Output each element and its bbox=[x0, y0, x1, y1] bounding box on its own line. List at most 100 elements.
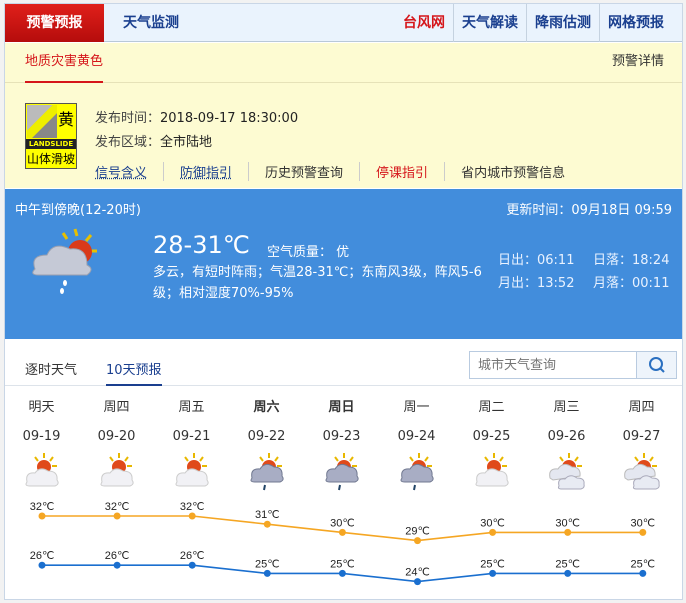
data-label: 29℃ bbox=[405, 526, 430, 538]
day-date: 09-22 bbox=[247, 429, 286, 444]
day-date: 09-20 bbox=[97, 429, 136, 444]
air-quality: 空气质量： 优 bbox=[267, 245, 350, 260]
data-label: 26℃ bbox=[30, 550, 55, 562]
city-search bbox=[469, 351, 677, 379]
data-point bbox=[414, 537, 421, 545]
cloud-rain-icon bbox=[400, 453, 434, 491]
cloud-sun-rain-icon bbox=[32, 228, 97, 294]
tab-weather-monitor[interactable]: 天气监测 bbox=[123, 15, 179, 31]
temperature-range: 28-31℃ bbox=[153, 231, 250, 259]
day-weekday: 周四 bbox=[628, 400, 655, 415]
tab-geo-warning[interactable]: 地质灾害黄色 bbox=[25, 43, 104, 83]
data-label: 32℃ bbox=[180, 501, 205, 513]
sun-clouds-icon bbox=[623, 453, 660, 490]
badge-cn: 山体滑坡 bbox=[26, 152, 75, 166]
forecast-tabs: 逐时天气 10天预报 bbox=[5, 351, 682, 386]
day-weekday: 周日 bbox=[328, 400, 355, 415]
day-weekday: 周六 bbox=[253, 400, 280, 415]
data-point bbox=[263, 569, 271, 577]
sun-cloud-icon bbox=[25, 453, 59, 487]
data-point bbox=[338, 528, 346, 536]
link-province-warnings[interactable]: 省内城市预警信息 bbox=[444, 162, 581, 181]
area-label: 发布区域： bbox=[95, 135, 161, 150]
data-label: 26℃ bbox=[105, 550, 130, 562]
link-weather-analysis[interactable]: 天气解读 bbox=[453, 4, 526, 42]
data-point bbox=[489, 528, 497, 536]
tab-hourly[interactable]: 逐时天气 bbox=[25, 363, 78, 378]
data-label: 32℃ bbox=[30, 501, 55, 513]
data-label: 31℃ bbox=[255, 509, 280, 521]
link-history[interactable]: 历史预警查询 bbox=[248, 162, 359, 181]
search-icon bbox=[649, 357, 665, 373]
link-signal-meaning[interactable]: 信号含义 bbox=[95, 166, 148, 181]
day-date: 09-27 bbox=[622, 429, 661, 444]
badge-level: 黄 bbox=[57, 110, 74, 129]
weather-description: 多云，有短时阵雨；气温28-31℃；东南风3级，阵风5-6级；相对湿度70%-9… bbox=[153, 265, 482, 301]
weather-panel: 预警预报 天气监测 台风网 天气解读 降雨估测 网格预报 地质灾害黄色 预警详情… bbox=[4, 3, 683, 600]
warning-panel: 地质灾害黄色 预警详情 黄 LANDSLIDE 山体滑坡 发布时间：2018-0… bbox=[5, 43, 682, 188]
badge-en: LANDSLIDE bbox=[26, 139, 76, 149]
publish-time: 2018-09-17 18:30:00 bbox=[160, 111, 299, 126]
data-point bbox=[188, 512, 196, 520]
publish-area: 全市陆地 bbox=[160, 135, 213, 150]
temperature-chart: 32℃ 32℃ 32℃ 31℃ 30℃ 29℃ 30℃ 30℃ 30℃ 26℃ 26℃ 26℃ 25℃ 2… bbox=[30, 501, 656, 586]
cloud-rain-icon bbox=[250, 453, 284, 491]
day-weekday: 明天 bbox=[28, 400, 55, 415]
day-weekday: 周四 bbox=[103, 400, 130, 415]
data-point bbox=[263, 520, 271, 528]
data-point bbox=[38, 561, 46, 569]
data-point bbox=[639, 569, 647, 577]
day-date: 09-26 bbox=[547, 429, 586, 444]
link-rain-estimate[interactable]: 降雨估测 bbox=[526, 4, 599, 42]
day-date: 09-19 bbox=[22, 429, 61, 444]
sun-cloud-icon bbox=[475, 453, 509, 487]
data-label: 25℃ bbox=[330, 558, 355, 570]
data-label: 25℃ bbox=[555, 558, 580, 570]
day-date: 09-21 bbox=[172, 429, 211, 444]
data-point bbox=[38, 512, 46, 520]
data-label: 30℃ bbox=[480, 517, 505, 529]
data-point bbox=[564, 528, 572, 536]
data-label: 25℃ bbox=[255, 558, 280, 570]
day-date: 09-25 bbox=[472, 429, 511, 444]
data-label: 24℃ bbox=[405, 567, 430, 579]
data-point bbox=[564, 569, 572, 577]
link-class-suspension[interactable]: 停课指引 bbox=[359, 162, 444, 181]
data-label: 30℃ bbox=[330, 517, 355, 529]
day-weekday: 周一 bbox=[403, 400, 430, 415]
data-label: 30℃ bbox=[631, 517, 656, 529]
link-grid-forecast[interactable]: 网格预报 bbox=[599, 4, 672, 42]
data-label: 25℃ bbox=[480, 558, 505, 570]
day-weekday: 周二 bbox=[478, 400, 505, 415]
data-point bbox=[338, 569, 346, 577]
moonrise: 月出：13:52 bbox=[498, 276, 575, 291]
period: 中午到傍晚(12-20时) bbox=[15, 203, 141, 218]
city-search-input[interactable] bbox=[470, 352, 636, 378]
cloud-rain-icon bbox=[325, 453, 359, 491]
tab-warning-forecast[interactable]: 预警预报 bbox=[5, 4, 104, 42]
data-point bbox=[188, 561, 196, 569]
landslide-warning-icon: 黄 LANDSLIDE 山体滑坡 bbox=[25, 103, 77, 169]
search-button[interactable] bbox=[636, 352, 676, 378]
link-typhoon[interactable]: 台风网 bbox=[403, 15, 445, 31]
data-point bbox=[113, 561, 121, 569]
tab-10day[interactable]: 10天预报 bbox=[106, 359, 162, 386]
link-defense-guide[interactable]: 防御指引 bbox=[163, 162, 248, 181]
sun-cloud-icon bbox=[175, 453, 209, 487]
data-label: 25℃ bbox=[631, 558, 656, 570]
time-label: 发布时间： bbox=[95, 111, 161, 126]
data-point bbox=[639, 528, 647, 536]
data-point bbox=[489, 569, 497, 577]
moonset: 月落：00:11 bbox=[593, 276, 670, 291]
data-label: 30℃ bbox=[555, 517, 580, 529]
day-date: 09-24 bbox=[397, 429, 436, 444]
day-date: 09-23 bbox=[322, 429, 361, 444]
current-weather: 中午到傍晚(12-20时) 更新时间：09月18日 09:59 28-31℃ 空… bbox=[5, 189, 682, 339]
update-time: 更新时间：09月18日 09:59 bbox=[506, 203, 672, 218]
data-label: 26℃ bbox=[180, 550, 205, 562]
top-nav: 预警预报 天气监测 台风网 天气解读 降雨估测 网格预报 bbox=[5, 4, 682, 42]
sun-cloud-icon bbox=[100, 453, 134, 487]
data-point bbox=[113, 512, 121, 520]
day-weekday: 周五 bbox=[178, 400, 205, 415]
warning-detail-link[interactable]: 预警详情 bbox=[611, 54, 664, 69]
